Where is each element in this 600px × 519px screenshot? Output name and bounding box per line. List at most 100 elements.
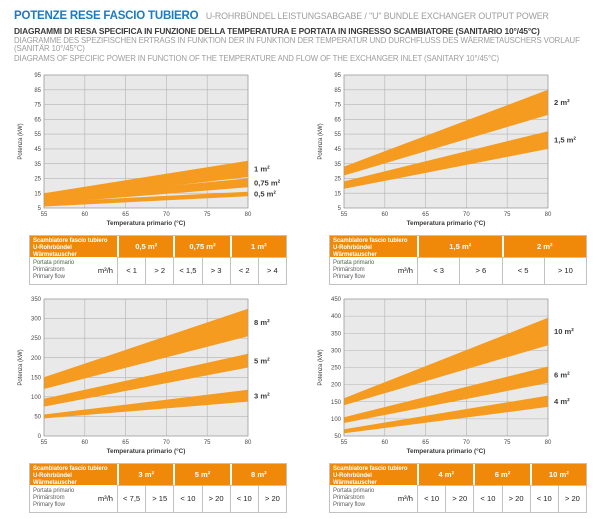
- y-tick-label: 15: [34, 191, 41, 197]
- band-chart: 1 m² 0,75 m² 0,5 m² 5 15 25 35 45 55 65 75 85 95 55 60…: [18, 73, 281, 227]
- x-tick-label: 70: [463, 440, 470, 446]
- power-band: [44, 308, 248, 389]
- flow-value-cell: < 10: [473, 484, 502, 512]
- x-tick-label: 60: [381, 440, 388, 446]
- title-line: POTENZE RESE FASCIO TUBIERO U-ROHRBÜNDEL…: [14, 7, 586, 23]
- y-tick-label: 300: [331, 348, 342, 354]
- x-tick-label: 65: [122, 440, 129, 446]
- exchanger-flow-table: Scambiatore fascio tubiero U-Rohrbündel W…: [329, 462, 587, 513]
- power-band: [344, 130, 548, 189]
- table-header-line: U-Rohrbündel Wärmetauscher: [33, 244, 77, 258]
- x-tick-label: 75: [204, 440, 211, 446]
- flow-value-cell: < 7,5: [117, 484, 146, 512]
- table-size-header: 2 m²: [501, 235, 586, 257]
- flow-value-cell: < 10: [173, 484, 202, 512]
- y-tick-label: 50: [34, 414, 41, 420]
- y-tick-label: 75: [334, 102, 341, 108]
- charts-grid: 1 m² 0,75 m² 0,5 m² 5 15 25 35 45 55 65 75 85 95 55 60…: [14, 70, 587, 513]
- flow-value-cell: > 6: [459, 256, 502, 284]
- flow-label: Portata primario Primärstrom Primary flow: [33, 488, 74, 509]
- exchanger-flow-table: Scambiatore fascio tubiero U-Rohrbündel W…: [29, 234, 287, 285]
- table-header-line: U-Rohrbündel Wärmetauscher: [33, 472, 77, 486]
- flow-label-line: Primärstrom: [333, 495, 365, 502]
- y-tick-label: 0: [38, 434, 42, 440]
- band-label: 4 m²: [554, 397, 570, 406]
- y-tick-label: 55: [34, 132, 41, 138]
- y-axis-title: Potenza (kW): [318, 349, 324, 385]
- y-tick-label: 450: [331, 297, 342, 303]
- x-tick-label: 55: [41, 440, 48, 446]
- plot-border: [343, 74, 549, 209]
- flow-value-cell: < 1: [117, 256, 146, 284]
- flow-unit: m³/h: [97, 494, 114, 504]
- table-row-label-cell: Portata primario Primärstrom Primary flow m…: [30, 484, 118, 512]
- power-band: [44, 353, 248, 407]
- flow-unit: m³/h: [97, 266, 114, 276]
- power-band: [344, 366, 548, 423]
- y-tick-label: 200: [331, 383, 342, 389]
- x-axis-title: Temperatura primario (°C): [407, 447, 486, 455]
- y-tick-label: 35: [34, 162, 41, 168]
- exchanger-flow-table: Scambiatore fascio tubiero U-Rohrbündel W…: [329, 234, 587, 285]
- power-band: [344, 317, 548, 405]
- x-tick-label: 60: [81, 440, 88, 446]
- y-tick-label: 300: [31, 316, 42, 322]
- chart-panel-3: 8 m² 5 m² 3 m² 0 50 100 150 200 250 300 350 55 60 65 7…: [14, 294, 300, 513]
- plot-border: [343, 298, 549, 437]
- flow-value-cell: < 1,5: [173, 256, 202, 284]
- flow-label-line: Primary flow: [333, 274, 365, 281]
- y-tick-label: 25: [334, 176, 341, 182]
- y-tick-label: 50: [334, 434, 341, 440]
- x-tick-label: 55: [41, 212, 48, 218]
- band-label: 0,75 m²: [254, 178, 281, 187]
- flow-value-cell: < 10: [529, 484, 558, 512]
- x-axis-title: Temperatura primario (°C): [107, 219, 186, 227]
- y-tick-label: 250: [31, 336, 42, 342]
- y-tick-label: 100: [31, 395, 42, 401]
- power-band: [44, 389, 248, 419]
- y-tick-label: 75: [34, 102, 41, 108]
- table-size-header: 5 m²: [173, 463, 230, 485]
- y-tick-label: 35: [334, 162, 341, 168]
- band-chart: 8 m² 5 m² 3 m² 0 50 100 150 200 250 300 350 55 60 65 7…: [18, 297, 270, 455]
- x-tick-label: 80: [245, 212, 252, 218]
- y-tick-label: 95: [34, 73, 41, 79]
- x-tick-label: 65: [422, 212, 429, 218]
- band-label: 5 m²: [254, 356, 270, 365]
- x-tick-label: 70: [163, 440, 170, 446]
- y-tick-label: 65: [334, 117, 341, 123]
- table-header-line: U-Rohrbündel Wärmetauscher: [333, 244, 377, 258]
- power-band: [44, 191, 248, 207]
- table-size-header: 0,75 m²: [173, 235, 230, 257]
- band-chart: 2 m² 1,5 m² 5 15 25 35 45 55 65 75 85 95 55 60 65 70 75 8…: [318, 73, 576, 227]
- plot-border: [43, 298, 249, 437]
- exchanger-flow-table: Scambiatore fascio tubiero U-Rohrbündel W…: [29, 462, 287, 513]
- power-band: [344, 89, 548, 176]
- chart-panel-1: 1 m² 0,75 m² 0,5 m² 5 15 25 35 45 55 65 75 85 95 55 60…: [14, 70, 300, 285]
- subtitle-german: DIAGRAMME DES SPEZIFISCHEN ERTRAGS IN FU…: [14, 36, 580, 54]
- table-size-header: 0,5 m²: [117, 235, 174, 257]
- subtitle-english: DIAGRAMS OF SPECIFIC POWER IN FUNCTION O…: [14, 54, 500, 63]
- x-tick-label: 70: [163, 212, 170, 218]
- band-chart: 10 m² 6 m² 4 m² 50 100 150 200 250 300 350 400 450 5…: [318, 297, 574, 455]
- x-tick-label: 75: [504, 212, 511, 218]
- table-header-exchanger: Scambiatore fascio tubiero U-Rohrbündel W…: [330, 463, 418, 492]
- flow-value-cell: > 10: [543, 256, 586, 284]
- y-tick-label: 250: [331, 365, 342, 371]
- flow-value-cell: > 20: [201, 484, 230, 512]
- y-tick-label: 55: [334, 132, 341, 138]
- table-header-line: U-Rohrbündel Wärmetauscher: [333, 472, 377, 486]
- page-header: POTENZE RESE FASCIO TUBIERO U-ROHRBÜNDEL…: [14, 7, 586, 63]
- table-row-label-cell: Portata primario Primärstrom Primary flow m…: [30, 256, 118, 284]
- table-size-header: 10 m²: [529, 463, 586, 485]
- flow-value-cell: > 15: [145, 484, 174, 512]
- y-tick-label: 15: [334, 191, 341, 197]
- y-tick-label: 85: [334, 88, 341, 94]
- flow-label: Portata primario Primärstrom Primary flow: [33, 260, 74, 281]
- table-row-label-cell: Portata primario Primärstrom Primary flow m…: [330, 484, 418, 512]
- y-tick-label: 5: [338, 206, 342, 212]
- band-label: 1,5 m²: [554, 135, 576, 144]
- x-axis-title: Temperatura primario (°C): [407, 219, 486, 227]
- band-label: 6 m²: [554, 370, 570, 379]
- y-tick-label: 25: [34, 176, 41, 182]
